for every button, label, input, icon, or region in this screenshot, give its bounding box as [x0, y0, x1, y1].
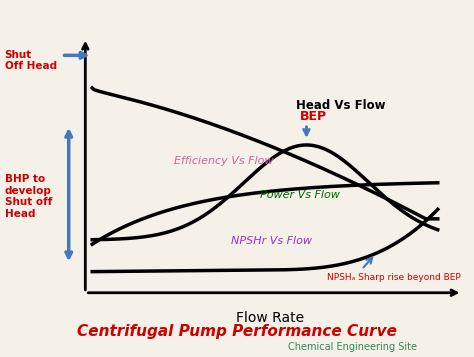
Text: Centrifugal Pump Performance Curve: Centrifugal Pump Performance Curve	[77, 323, 397, 338]
Text: BEP: BEP	[300, 110, 327, 123]
Text: Efficiency Vs Flow: Efficiency Vs Flow	[174, 156, 273, 166]
Text: Chemical Engineering Site: Chemical Engineering Site	[288, 342, 417, 352]
Text: Power Vs Flow: Power Vs Flow	[260, 190, 339, 200]
Text: Flow Rate: Flow Rate	[236, 311, 304, 325]
Text: Head Vs Flow: Head Vs Flow	[296, 99, 386, 112]
Text: Shut
Off Head: Shut Off Head	[5, 50, 57, 71]
Text: NPSHₐ Sharp rise beyond BEP: NPSHₐ Sharp rise beyond BEP	[327, 273, 461, 282]
Text: BHP to
develop
Shut off
Head: BHP to develop Shut off Head	[5, 174, 52, 219]
Text: NPSHr Vs Flow: NPSHr Vs Flow	[231, 236, 312, 246]
